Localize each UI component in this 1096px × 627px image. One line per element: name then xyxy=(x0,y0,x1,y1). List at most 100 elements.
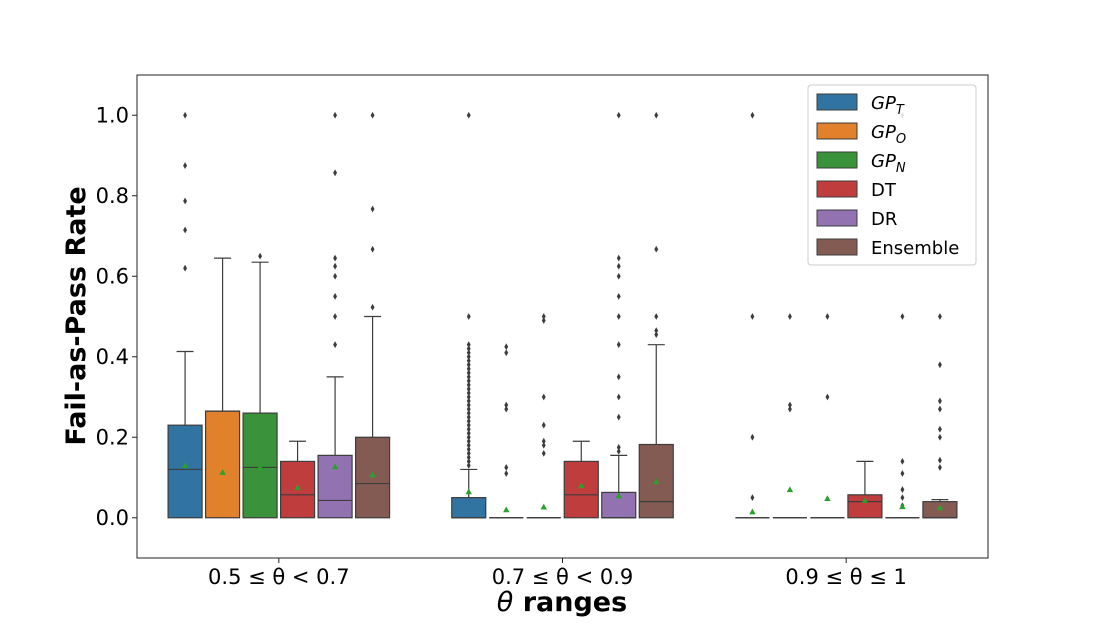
flier-series-4-group-1-2 xyxy=(616,413,621,421)
legend-swatch-2 xyxy=(816,151,858,169)
mean-marker-series-0-group-0 xyxy=(181,462,189,469)
flier-series-0-group-0-2 xyxy=(183,197,188,205)
flier-series-5-group-1-3 xyxy=(654,245,659,253)
mean-marker-series-1-group-2 xyxy=(786,486,794,493)
flier-series-0-group-1-12 xyxy=(466,413,471,421)
mean-marker-series-0-group-1 xyxy=(465,488,472,495)
flier-series-4-group-0-0 xyxy=(333,341,338,349)
y-tick-label-5: 1.0 xyxy=(96,103,129,127)
flier-series-2-group-1-6 xyxy=(541,313,546,320)
mean-marker-series-0-group-2 xyxy=(749,508,756,515)
flier-series-2-group-2-1 xyxy=(825,313,830,320)
y-tick-label-1: 0.2 xyxy=(96,425,129,449)
flier-series-1-group-1-3 xyxy=(504,401,509,409)
flier-series-4-group-0-4 xyxy=(333,262,338,270)
flier-series-0-group-0-4 xyxy=(183,111,188,119)
y-tick-label-4: 0.8 xyxy=(96,184,129,208)
flier-series-0-group-1-20 xyxy=(466,381,471,389)
flier-series-5-group-2-0 xyxy=(937,464,942,471)
flier-series-0-group-1-10 xyxy=(466,421,471,429)
flier-series-4-group-1-8 xyxy=(616,272,621,280)
legend-label-3: DT xyxy=(871,180,897,201)
flier-series-5-group-0-3 xyxy=(370,111,375,119)
x-axis-title-text: ranges xyxy=(513,587,627,618)
flier-series-4-group-2-2 xyxy=(900,486,905,493)
x-axis-title-symbol: θ xyxy=(497,587,514,618)
mean-marker-series-3-group-2 xyxy=(861,497,869,504)
mean-marker-series-2-group-0 xyxy=(256,464,264,471)
flier-series-0-group-1-22 xyxy=(466,373,471,381)
mean-marker-series-3-group-1 xyxy=(578,482,585,489)
flier-series-2-group-1-1 xyxy=(541,441,546,449)
flier-series-4-group-1-1 xyxy=(616,443,621,451)
box-series-4-group-1 xyxy=(601,491,637,519)
flier-series-0-group-1-13 xyxy=(466,409,471,417)
flier-series-0-group-1-28 xyxy=(466,349,471,357)
legend-label-main-0: GP xyxy=(871,93,896,114)
mean-marker-series-3-group-0 xyxy=(294,484,301,491)
mean-marker-series-5-group-1 xyxy=(653,478,660,485)
mean-marker-series-5-group-2 xyxy=(936,504,944,511)
x-tick-label-2: 0.9 ≤ θ ≤ 1 xyxy=(785,565,907,589)
flier-series-0-group-1-26 xyxy=(466,357,471,365)
x-axis: 0.5 ≤ θ < 0.7 0.7 ≤ θ < 0.9 0.9 ≤ θ ≤ 1 xyxy=(208,558,907,589)
flier-series-5-group-0-0 xyxy=(370,303,375,311)
flier-series-4-group-1-9 xyxy=(616,262,621,270)
flier-series-5-group-2-3 xyxy=(937,425,942,433)
box-series-3-group-1 xyxy=(563,460,599,519)
flier-series-4-group-1-11 xyxy=(616,111,621,119)
mean-marker-series-2-group-2 xyxy=(824,495,831,502)
flier-series-5-group-1-1 xyxy=(654,327,659,334)
flier-series-0-group-0-0 xyxy=(183,264,188,272)
legend-label-sub-0: T xyxy=(896,103,905,118)
x-tick-label-0: 0.5 ≤ θ < 0.7 xyxy=(208,565,350,589)
boxes-layer xyxy=(167,257,958,519)
y-axis-title: Fail-as-Pass Rate xyxy=(61,186,92,445)
box-series-1-group-0 xyxy=(204,410,241,519)
mean-marker-series-4-group-0 xyxy=(331,463,339,470)
flier-series-1-group-1-2 xyxy=(504,405,509,413)
flier-series-0-group-1-31 xyxy=(466,313,471,320)
flier-series-0-group-1-1 xyxy=(466,458,471,465)
legend-swatch-5 xyxy=(816,238,858,256)
flier-series-0-group-1-27 xyxy=(466,353,471,361)
flier-series-0-group-1-2 xyxy=(466,453,471,461)
y-axis: 0.0 0.2 0.4 0.6 0.8 1.0 xyxy=(96,103,137,530)
box-series-5-group-0 xyxy=(354,436,391,519)
flier-series-1-group-2-2 xyxy=(787,313,792,320)
legend-swatch-4 xyxy=(816,209,858,227)
x-tick-label-1: 0.7 ≤ θ < 0.9 xyxy=(492,565,634,589)
flier-series-2-group-1-5 xyxy=(541,317,546,324)
flier-series-0-group-1-29 xyxy=(466,345,471,353)
flier-series-0-group-2-0 xyxy=(750,494,755,502)
mean-marker-series-4-group-2 xyxy=(899,503,906,510)
flier-series-1-group-1-1 xyxy=(504,464,509,471)
legend-label-main-2: GP xyxy=(871,151,896,172)
flier-series-4-group-2-1 xyxy=(900,494,905,502)
flier-series-4-group-1-7 xyxy=(616,292,621,300)
flier-series-0-group-1-16 xyxy=(466,397,471,405)
flier-series-0-group-1-18 xyxy=(466,389,471,397)
legend-label-5: Ensemble xyxy=(871,238,959,259)
box-series-3-group-2 xyxy=(847,494,883,519)
flier-series-0-group-1-19 xyxy=(466,385,471,393)
flier-series-5-group-2-7 xyxy=(937,313,942,320)
flier-series-1-group-1-0 xyxy=(504,470,509,477)
mean-marker-series-2-group-1 xyxy=(540,503,547,510)
flier-series-5-group-1-2 xyxy=(654,313,659,320)
legend-swatch-1 xyxy=(816,122,858,140)
flier-series-1-group-2-1 xyxy=(787,401,792,409)
flier-series-0-group-0-3 xyxy=(183,162,188,169)
flier-series-5-group-0-2 xyxy=(370,205,375,213)
legend-label-0: GPT xyxy=(871,93,905,118)
legend-label-main-1: GP xyxy=(871,122,896,143)
flier-series-1-group-2-0 xyxy=(787,405,792,413)
legend-label-sub-2: N xyxy=(896,161,906,176)
flier-series-4-group-0-7 xyxy=(333,111,338,119)
flier-series-0-group-1-5 xyxy=(466,441,471,449)
legend-swatch-3 xyxy=(816,180,858,198)
flier-series-2-group-1-3 xyxy=(541,421,546,429)
flier-series-2-group-1-4 xyxy=(541,393,546,401)
flier-series-5-group-2-2 xyxy=(937,433,942,441)
